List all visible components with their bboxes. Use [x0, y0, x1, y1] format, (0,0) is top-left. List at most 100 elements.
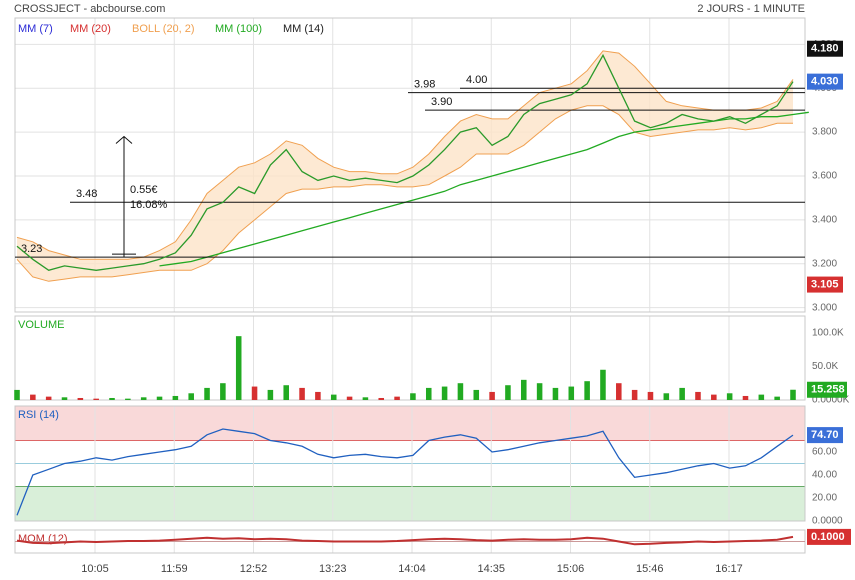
boll-upper [16, 50, 794, 260]
level-label: 3.98 [414, 79, 435, 91]
x-tick-label: 14:04 [398, 563, 426, 575]
x-tick-label: 15:46 [636, 563, 664, 575]
volume-bar [346, 396, 353, 400]
panel-frame [14, 405, 806, 522]
readout-label: 0.1000 [811, 531, 845, 543]
volume-bar [125, 398, 131, 400]
volume-bar [45, 396, 52, 400]
level-label: 3.48 [76, 188, 97, 200]
volume-bar [14, 389, 20, 400]
volume-bar [505, 385, 511, 400]
volume-bar [251, 386, 258, 400]
volume-bar [315, 391, 321, 400]
volume-bar [536, 383, 543, 400]
x-tick-label: 14:35 [477, 563, 505, 575]
volume-bar [425, 387, 432, 400]
volume-bar [663, 393, 670, 400]
x-tick-label: 16:17 [715, 563, 743, 575]
volume-bar [93, 398, 99, 400]
x-tick-label: 15:06 [557, 563, 585, 575]
volume-bar [457, 383, 464, 400]
volume-bar [711, 394, 717, 400]
volume-bar [742, 395, 749, 400]
y-tick-label: 100.0K [812, 327, 844, 338]
y-tick-label: 40.00 [812, 470, 837, 481]
readout-label: 4.180 [811, 43, 839, 55]
volume-bar [774, 396, 780, 400]
readout-label: 74.70 [811, 429, 839, 441]
volume-bar [140, 397, 147, 400]
y-tick-label: 3.400 [812, 214, 837, 225]
volume-bar [489, 391, 495, 400]
level-label: 4.00 [466, 74, 487, 86]
volume-bar [204, 387, 210, 400]
volume-bar [441, 386, 448, 400]
readout-box [807, 40, 843, 57]
volume-bar [631, 389, 638, 400]
volume-bar [109, 397, 115, 400]
x-tick-label: 10:05 [81, 563, 109, 575]
panel-title: VOLUME [18, 319, 64, 331]
header-period: 2 JOURS - 1 MINUTE [697, 3, 805, 15]
volume-bar [616, 383, 622, 400]
legend-entry: MM (7) [18, 23, 53, 35]
legend-entry: BOLL (20, 2) [132, 23, 195, 35]
x-tick-label: 13:23 [319, 563, 347, 575]
volume-bar [188, 393, 194, 400]
panel-title: RSI (14) [18, 409, 59, 421]
readout-box [807, 381, 847, 398]
volume-bar [584, 381, 590, 400]
volume-bar [410, 393, 416, 400]
overbought-zone [15, 406, 805, 441]
volume-bar [220, 383, 226, 400]
volume-bar [679, 387, 685, 400]
volume-bar [30, 394, 36, 400]
x-tick-label: 11:59 [161, 563, 188, 575]
mm100-line [159, 111, 809, 267]
level-label: 3.90 [431, 96, 452, 108]
measure-change: 0.55€ [130, 184, 158, 196]
readout-box [807, 73, 843, 90]
volume-bar [299, 387, 305, 400]
volume-bar [172, 395, 179, 400]
volume-bar [235, 336, 242, 400]
level-label: 3.23 [21, 243, 42, 255]
volume-bar [758, 394, 765, 400]
x-tick-label: 12:52 [240, 563, 268, 575]
legend-entry: MM (14) [283, 23, 324, 35]
volume-bar [362, 397, 369, 400]
readout-box [807, 427, 843, 444]
boll-fill [17, 50, 793, 282]
readout-label: 15.258 [811, 384, 845, 396]
y-tick-label: 3.800 [812, 127, 837, 138]
price-line [16, 53, 794, 272]
volume-bar [521, 379, 527, 400]
legend-entry: MM (100) [215, 23, 262, 35]
readout-label: 3.105 [811, 278, 839, 290]
volume-bar [600, 369, 606, 400]
volume-bar [552, 387, 559, 400]
volume-bar [267, 389, 274, 400]
measure-percent: 16.08% [130, 199, 168, 211]
y-tick-label: 50.0K [812, 361, 838, 372]
legend-entry: MM (20) [70, 23, 111, 35]
y-tick-label: 60.00 [812, 447, 837, 458]
rsi-line [16, 428, 794, 516]
volume-bar [283, 385, 289, 400]
volume-bar [647, 391, 654, 400]
volume-bar [394, 396, 400, 400]
readout-box [807, 528, 851, 545]
readout-label: 4.030 [811, 76, 839, 88]
y-tick-label: 3.200 [812, 258, 837, 269]
boll-lower [16, 105, 793, 282]
panel-frame [14, 17, 806, 313]
mom-line [16, 535, 794, 546]
volume-bar [330, 394, 337, 400]
volume-bar [790, 389, 796, 400]
y-tick-label: 3.600 [812, 171, 837, 182]
oversold-zone [15, 486, 805, 521]
header-title: CROSSJECT - abcbourse.com [14, 3, 165, 15]
measure-arrow [115, 135, 133, 144]
volume-bar [77, 397, 84, 400]
